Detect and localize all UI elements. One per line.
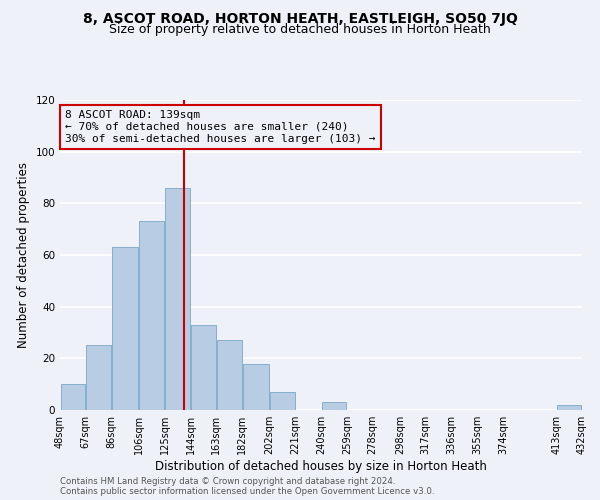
Text: 8 ASCOT ROAD: 139sqm
← 70% of detached houses are smaller (240)
30% of semi-deta: 8 ASCOT ROAD: 139sqm ← 70% of detached h…: [65, 110, 376, 144]
Text: Contains HM Land Registry data © Crown copyright and database right 2024.: Contains HM Land Registry data © Crown c…: [60, 478, 395, 486]
Bar: [557, 405, 581, 410]
Bar: [165, 188, 190, 410]
Bar: [191, 325, 216, 410]
Y-axis label: Number of detached properties: Number of detached properties: [17, 162, 30, 348]
Bar: [322, 402, 346, 410]
Text: Size of property relative to detached houses in Horton Heath: Size of property relative to detached ho…: [109, 22, 491, 36]
Bar: [86, 346, 111, 410]
Bar: [61, 384, 85, 410]
Bar: [243, 364, 269, 410]
Bar: [270, 392, 295, 410]
Text: 8, ASCOT ROAD, HORTON HEATH, EASTLEIGH, SO50 7JQ: 8, ASCOT ROAD, HORTON HEATH, EASTLEIGH, …: [83, 12, 517, 26]
Bar: [139, 222, 164, 410]
Bar: [112, 247, 139, 410]
Text: Contains public sector information licensed under the Open Government Licence v3: Contains public sector information licen…: [60, 488, 434, 496]
Bar: [217, 340, 242, 410]
X-axis label: Distribution of detached houses by size in Horton Heath: Distribution of detached houses by size …: [155, 460, 487, 473]
